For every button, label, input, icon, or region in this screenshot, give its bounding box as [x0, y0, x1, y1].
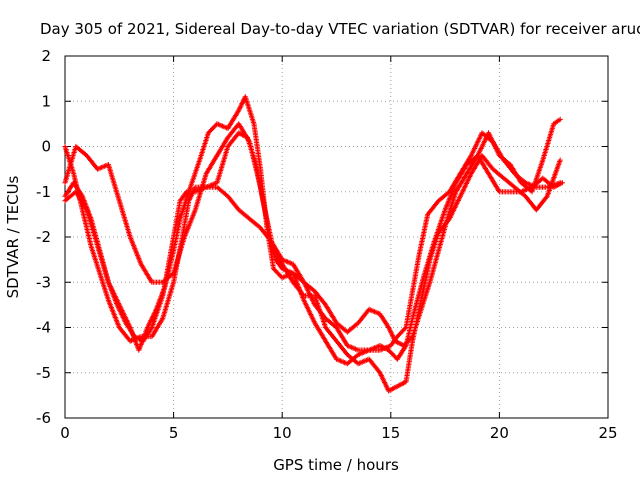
data-points: [62, 94, 565, 394]
x-tick-label: 15: [381, 424, 400, 442]
axis-ticks: 0 5 10 15 20 25 -6 -5 -4 -3 -2 -1 0 1 2: [36, 47, 618, 442]
plot-frame: [64, 55, 609, 419]
y-tick-label: -2: [36, 228, 51, 246]
x-tick-label: 10: [273, 424, 292, 442]
x-tick-label: 20: [490, 424, 509, 442]
y-tick-label: 0: [41, 138, 51, 156]
y-tick-label: -5: [36, 364, 51, 382]
y-tick-label: 2: [41, 47, 51, 65]
y-axis-label: SDTVAR / TECUs: [4, 175, 22, 298]
y-tick-label: -6: [36, 409, 51, 427]
series-track-4: [62, 116, 563, 349]
series-track-3: [62, 121, 565, 367]
x-tick-label: 25: [598, 424, 617, 442]
x-tick-label: 5: [169, 424, 179, 442]
y-tick-label: -1: [36, 183, 51, 201]
chart-title: Day 305 of 2021, Sidereal Day-to-day VTE…: [40, 20, 640, 38]
series-markers: [62, 116, 563, 349]
x-axis-label: GPS time / hours: [273, 456, 399, 474]
y-tick-label: -3: [36, 273, 51, 291]
x-tick-label: 0: [60, 424, 70, 442]
y-tick-label: 1: [41, 92, 51, 110]
y-tick-label: -4: [36, 319, 51, 337]
series-markers: [62, 121, 565, 367]
grid: [65, 56, 608, 418]
